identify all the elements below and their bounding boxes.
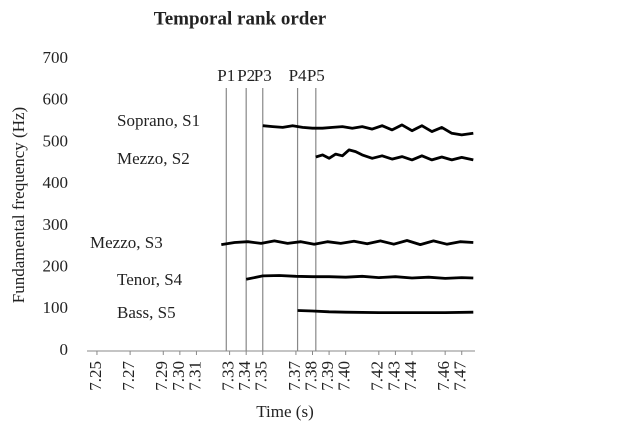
x-tick-label: 7.37 [285, 361, 304, 391]
x-tick-label: 7.43 [384, 361, 403, 391]
series-label: Mezzo, S2 [117, 149, 190, 168]
y-tick-label: 0 [60, 340, 69, 359]
x-tick-label: 7.29 [152, 361, 171, 391]
y-tick-label: 700 [43, 48, 69, 67]
marker-label: P4 [289, 66, 307, 85]
series-label: Mezzo, S3 [90, 233, 163, 252]
x-tick-label: 7.47 [451, 361, 470, 391]
x-tick-label: 7.42 [368, 361, 387, 391]
y-tick-label: 400 [43, 173, 69, 192]
series-line [245, 274, 474, 281]
y-tick-label: 200 [43, 256, 69, 275]
series-label: Soprano, S1 [117, 111, 200, 130]
x-tick-label: 7.46 [434, 361, 453, 391]
y-tick-label: 300 [43, 215, 69, 234]
marker-label: P5 [307, 66, 325, 85]
series-label: Bass, S5 [117, 303, 176, 322]
x-tick-label: 7.39 [318, 361, 337, 391]
x-tick-label: 7.27 [119, 361, 138, 391]
chart-title: Temporal rank order [154, 8, 327, 29]
x-tick-label: 7.33 [219, 361, 238, 391]
y-tick-label: 100 [43, 298, 69, 317]
x-tick-label: 7.40 [335, 361, 354, 391]
x-tick-label: 7.44 [401, 361, 420, 391]
series-line [315, 148, 474, 162]
x-tick-label: 7.35 [252, 361, 271, 391]
y-tick-label: 600 [43, 90, 69, 109]
x-tick-label: 7.30 [169, 361, 188, 391]
series-line [297, 309, 474, 314]
x-axis-label: Time (s) [256, 402, 313, 421]
series-line [221, 239, 474, 246]
x-tick-label: 7.25 [86, 361, 105, 391]
x-tick-label: 7.31 [185, 361, 204, 391]
marker-label: P2 [237, 66, 255, 85]
marker-label: P1 [217, 66, 235, 85]
x-tick-label: 7.34 [235, 361, 254, 391]
y-tick-label: 500 [43, 131, 69, 150]
x-tick-label: 7.38 [301, 361, 320, 391]
series-label: Tenor, S4 [117, 270, 183, 289]
marker-label: P3 [254, 66, 272, 85]
y-axis-label: Fundamental frequency (Hz) [9, 107, 28, 303]
series-line [262, 123, 474, 137]
